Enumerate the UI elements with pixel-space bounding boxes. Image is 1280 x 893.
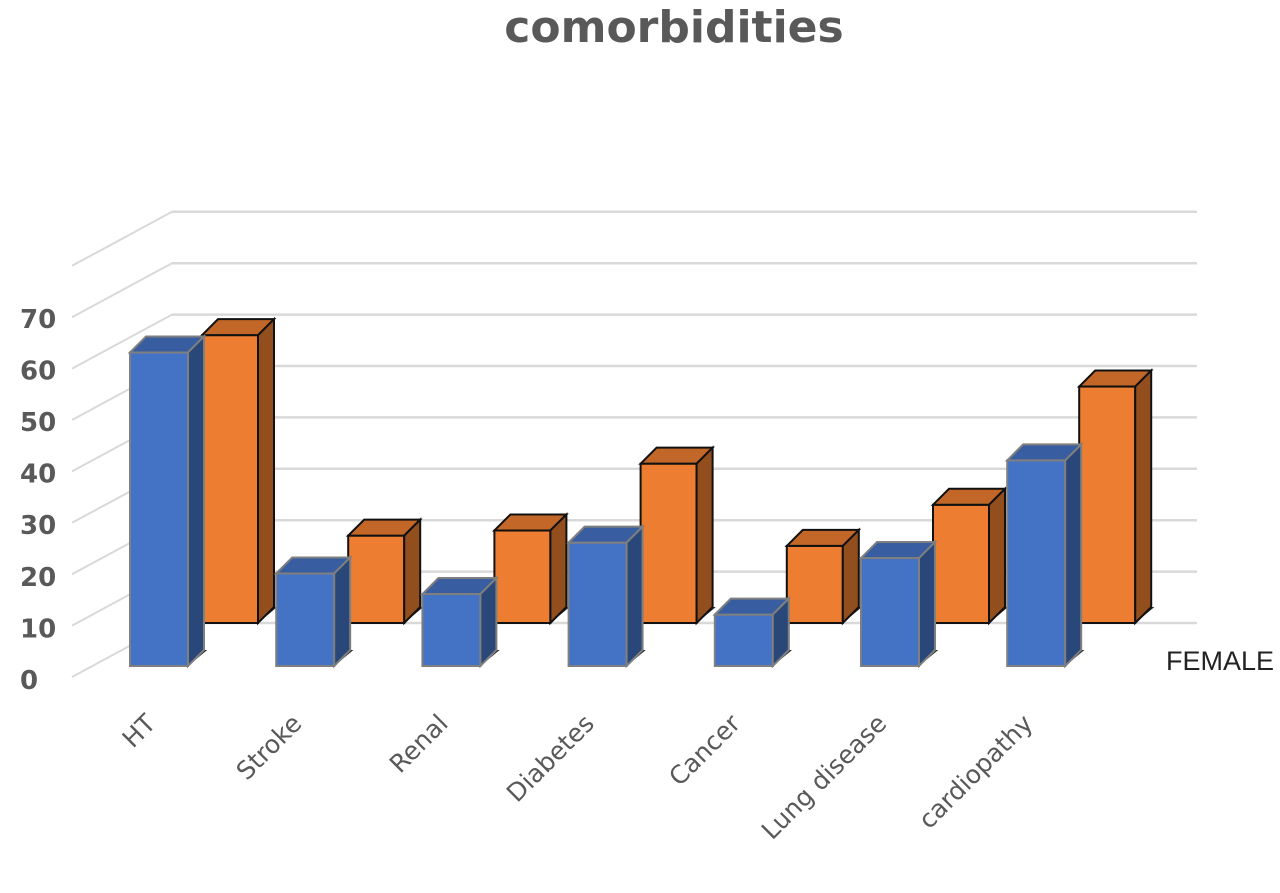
bar-female-lung-disease bbox=[930, 486, 1009, 626]
bar-face bbox=[129, 351, 189, 667]
bar-face bbox=[421, 593, 482, 667]
y-tick-label: 10 bbox=[20, 614, 56, 644]
bar-face bbox=[567, 541, 628, 668]
bar-side bbox=[1134, 368, 1153, 626]
bar-front-renal bbox=[419, 575, 500, 669]
bar-face bbox=[275, 572, 336, 667]
bar-face bbox=[347, 534, 406, 624]
bar-female-cancer bbox=[784, 527, 862, 626]
bar-face bbox=[860, 557, 920, 667]
bar-side bbox=[257, 316, 275, 626]
x-tick-label-lung-disease: Lung disease bbox=[756, 709, 892, 845]
series-label-female: FEMALE bbox=[1166, 646, 1274, 676]
bar-female-renal bbox=[491, 512, 570, 626]
bar-side bbox=[625, 524, 644, 669]
x-tick-label-stroke: Stroke bbox=[231, 709, 308, 786]
gridline-side bbox=[71, 313, 173, 370]
bar-side bbox=[841, 527, 860, 626]
y-tick-label: 50 bbox=[20, 408, 56, 438]
bar-side bbox=[549, 512, 568, 626]
bar-front-diabetes bbox=[566, 524, 646, 669]
bar-side bbox=[479, 575, 498, 669]
y-tick-label: 40 bbox=[20, 460, 56, 490]
bar-front-cancer bbox=[712, 596, 792, 669]
x-tick-label-diabetes: Diabetes bbox=[501, 709, 600, 808]
bar-front-lung-disease bbox=[858, 539, 939, 669]
y-tick-label: 30 bbox=[20, 511, 56, 541]
bar-side bbox=[918, 539, 936, 669]
bar-side bbox=[403, 517, 422, 626]
front-series bbox=[127, 334, 1085, 669]
bar-face bbox=[932, 503, 990, 624]
x-tick-label-ht: HT bbox=[117, 708, 162, 753]
bar-face bbox=[201, 334, 259, 624]
bar-face bbox=[493, 529, 552, 624]
chart-title: comorbidities bbox=[504, 2, 843, 53]
bar-face bbox=[785, 544, 844, 625]
bar-front-stroke bbox=[273, 555, 354, 669]
y-tick-label: 70 bbox=[20, 305, 56, 335]
y-tick-label: 60 bbox=[20, 356, 56, 386]
bar-front-ht bbox=[127, 334, 208, 669]
bar-face bbox=[1078, 385, 1137, 624]
bar-side bbox=[695, 445, 714, 626]
x-tick-label-renal: Renal bbox=[384, 709, 454, 779]
y-tick-label: 0 bbox=[20, 666, 38, 696]
gridline-side bbox=[71, 210, 173, 267]
x-tick-label-cardiopathy: cardiopathy bbox=[913, 709, 1039, 835]
bar-side bbox=[771, 596, 790, 669]
gridline-side bbox=[71, 262, 173, 319]
y-tick-label: 20 bbox=[20, 563, 56, 593]
bar-side bbox=[988, 486, 1006, 626]
y-axis-labels: 0 10 20 30 40 50 60 70 bbox=[20, 305, 56, 696]
bar-face bbox=[639, 462, 698, 624]
bar-face bbox=[713, 613, 774, 667]
bar-side bbox=[333, 555, 352, 669]
bar-face bbox=[1006, 459, 1067, 667]
x-tick-label-cancer: Cancer bbox=[663, 708, 746, 791]
bar-female-diabetes bbox=[638, 445, 716, 626]
bar-side bbox=[187, 334, 205, 669]
bar-female-stroke bbox=[345, 517, 424, 626]
bar-front-cardiopathy bbox=[1004, 441, 1085, 669]
bar-side bbox=[1064, 441, 1083, 669]
bar-female-ht bbox=[199, 316, 278, 626]
x-axis-labels: HT Stroke Renal Diabetes Cancer Lung disease c… bbox=[117, 708, 1039, 845]
bar-female-cardiopathy bbox=[1076, 368, 1155, 626]
